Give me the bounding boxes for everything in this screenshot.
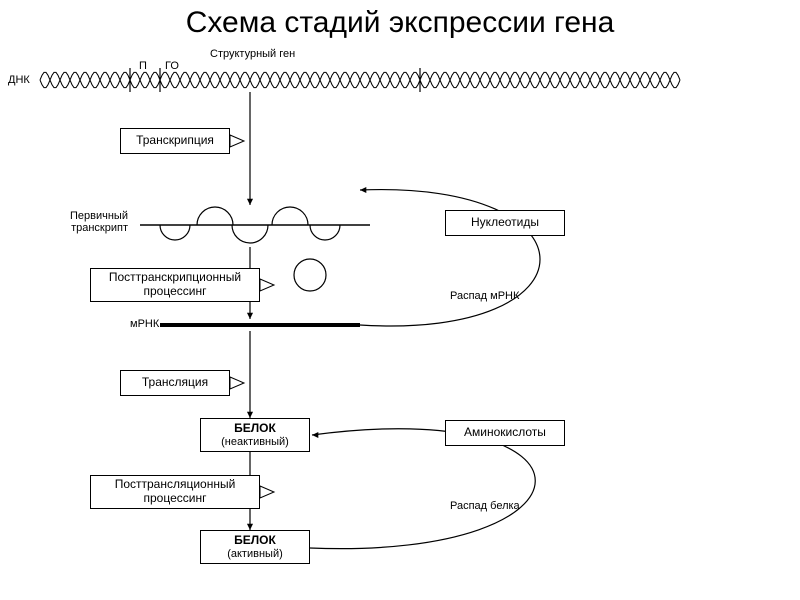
label-promoter: П [139,60,147,72]
box-translation: Трансляция [120,370,230,396]
label-mrna: мРНК [130,318,159,330]
box-protein-inactive: БЕЛОК (неактивный) [200,418,310,452]
label-primary-transcript: Первичный транскрипт [58,210,128,234]
label-primary-l1: Первичный [70,210,128,222]
box-transcription: Транскрипция [120,128,230,154]
label-dna: ДНК [8,74,30,86]
label-structural-gene: Структурный ген [210,48,295,60]
label-protein-decay: Распад белка [450,500,520,512]
label-operator: ГО [165,60,179,72]
box-post-transcription: Посттранскрипционный процессинг [90,268,260,302]
box-protein-active: БЕЛОК (активный) [200,530,310,564]
protein-inactive-title: БЕЛОК [221,422,289,436]
box-amino-acids: Аминокислоты [445,420,565,446]
protein-active-title: БЕЛОК [227,534,283,548]
label-mrna-decay: Распад мРНК [450,290,519,302]
mrna-bar [160,323,360,327]
protein-active-sub: (активный) [227,548,283,561]
label-primary-l2: транскрипт [71,222,128,234]
box-nucleotides: Нуклеотиды [445,210,565,236]
box-post-translation: Посттрансляционный процессинг [90,475,260,509]
protein-inactive-sub: (неактивный) [221,436,289,449]
